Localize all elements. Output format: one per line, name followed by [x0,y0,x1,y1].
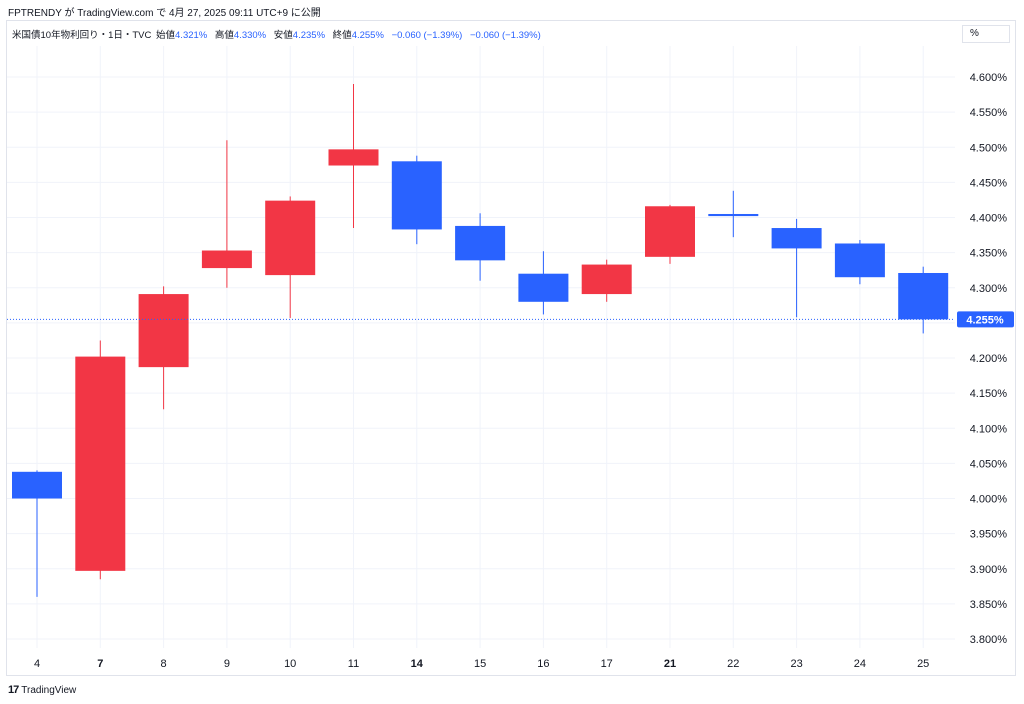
y-tick-label: 4.200% [970,353,1008,365]
change-value: −0.060 (−1.39%) [391,30,463,41]
candle-body [391,161,442,230]
candle-body [898,272,949,320]
candle-body [201,250,252,269]
candle-body [834,243,885,278]
candle-body [708,213,759,217]
candle-body [75,356,126,571]
publish-header: FPTRENDY が TradingView.com で 4月 27, 2025… [8,8,321,19]
y-tick-label: 4.300% [970,283,1008,295]
x-tick-label: 25 [917,658,929,670]
x-tick-label: 21 [664,658,676,670]
tradingview-logo[interactable]: 17 TradingView [8,684,76,696]
ohlc-legend: 米国債10年物利回り・1日・TVC 始値4.321% 高値4.330% 安値4.… [12,27,546,41]
low-value: 4.235% [292,30,326,41]
x-tick-label: 7 [97,658,103,670]
high-value: 4.330% [233,30,267,41]
last-price-badge [957,311,1014,328]
candle-body [455,225,506,261]
x-tick-label: 9 [224,658,230,670]
x-tick-label: 23 [790,658,802,670]
candle-body [12,471,62,499]
candle-body [518,273,569,302]
candle-body [138,294,189,368]
x-tick-label: 24 [854,658,866,670]
x-tick-label: 16 [537,658,549,670]
y-tick-label: 4.100% [970,423,1008,435]
tradingview-logo-icon: 17 [8,684,19,696]
candle-body [328,149,379,166]
chart-frame [6,20,1016,676]
x-tick-label: 17 [601,658,613,670]
x-tick-label: 11 [348,658,359,670]
y-tick-label: 4.050% [970,458,1008,470]
y-tick-label: 3.950% [970,529,1008,541]
y-tick-label: 4.150% [970,388,1008,400]
close-label: 終値 [332,30,352,41]
y-tick-label: 3.850% [970,599,1008,611]
y-tick-label: 4.500% [970,142,1008,154]
y-tick-label: 4.000% [970,494,1008,506]
y-tick-label: 4.550% [970,107,1008,119]
y-tick-label: 3.900% [970,564,1008,576]
close-value: 4.255% [351,30,384,41]
x-tick-label: 22 [727,658,739,670]
x-tick-label: 8 [161,658,167,670]
candle-body [645,206,695,257]
candle-body [581,264,632,295]
y-tick-label: 4.400% [970,213,1008,225]
last-price-label: 4.255% [966,314,1004,326]
y-tick-label: 4.450% [970,177,1008,189]
high-label: 高値 [214,30,234,41]
y-tick-label: 4.600% [970,72,1008,84]
candle-body [265,200,316,276]
change-value-secondary: −0.060 (−1.39%) [469,30,541,41]
low-label: 安値 [273,30,293,41]
open-value: 4.321% [175,30,208,41]
y-tick-label: 4.350% [970,248,1008,260]
candle-body [771,228,822,249]
tradingview-logo-text: TradingView [21,684,77,696]
price-unit-button[interactable]: % [962,25,1010,43]
y-tick-label: 3.800% [970,634,1008,646]
open-label: 始値 [156,30,176,41]
x-tick-label: 15 [474,658,486,670]
x-tick-label: 4 [34,658,40,670]
x-tick-label: 10 [284,658,296,670]
x-tick-label: 14 [411,658,424,670]
symbol-label[interactable]: 米国債10年物利回り・1日・TVC [12,30,152,41]
